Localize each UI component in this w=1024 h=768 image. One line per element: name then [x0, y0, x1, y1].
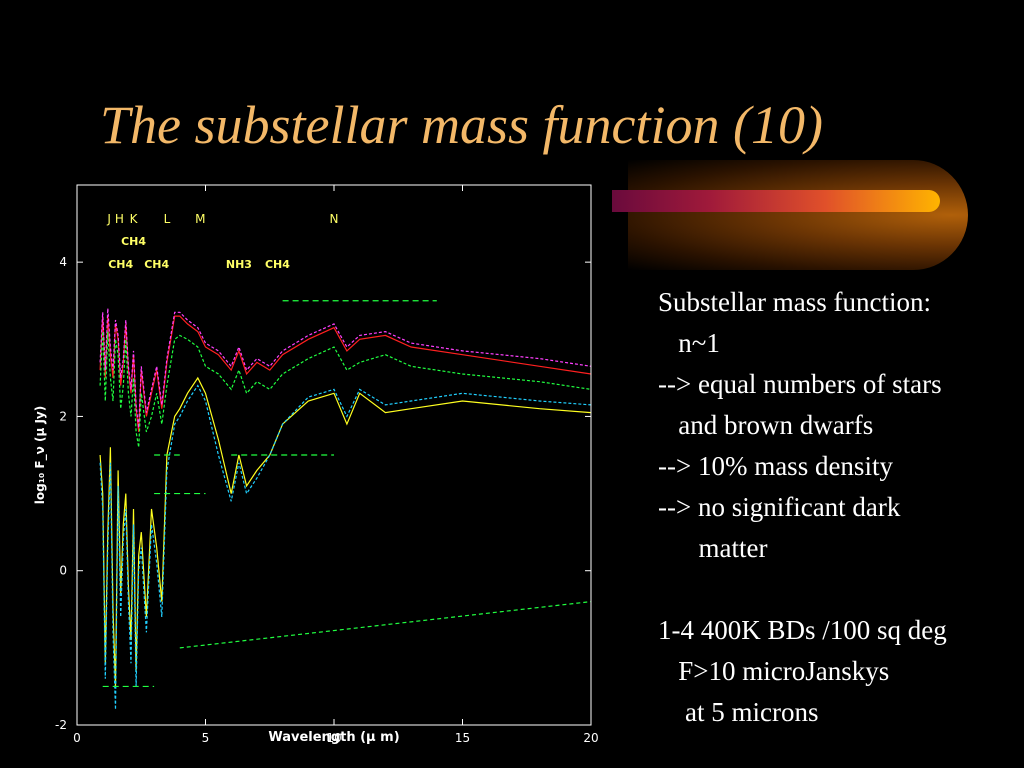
molecule-label: CH4 [121, 235, 146, 248]
bullet-line: Substellar mass function: [658, 287, 931, 317]
decorative-glow [628, 160, 968, 270]
band-label: M [195, 212, 205, 226]
band-label: H [115, 212, 124, 226]
bullet-line: n~1 [658, 328, 720, 358]
plot-frame [76, 184, 592, 726]
bullet-line: at 5 microns [658, 697, 819, 727]
y-tick-label: 2 [59, 409, 67, 423]
bullet-line: --> 10% mass density [658, 451, 893, 481]
x-tick-label: 0 [73, 731, 81, 745]
series-line-3 [99, 376, 592, 687]
y-tick-label: -2 [55, 718, 67, 732]
bullet-text: Substellar mass function: n~1 --> equal n… [658, 282, 947, 733]
y-tick-label: 0 [59, 564, 67, 578]
band-label: K [130, 212, 139, 226]
x-tick-label: 20 [583, 731, 598, 745]
series-line-1 [99, 308, 592, 429]
series-line-2 [99, 331, 592, 448]
y-tick-label: 4 [59, 255, 67, 269]
series-line-0 [99, 315, 592, 432]
band-label: N [330, 212, 339, 226]
bullet-line: 1-4 400K BDs /100 sq deg [658, 615, 947, 645]
decorative-gradient-bar [612, 190, 940, 212]
x-tick-label: 10 [326, 731, 341, 745]
bullet-line: and brown dwarfs [658, 410, 874, 440]
spectrum-chart: 0 5 10 15 20 -2 0 2 4 J H K L M N CH4 CH4 CH4 NH3 CH4 Wavel… [33, 184, 599, 745]
molecule-label: CH4 [144, 258, 169, 271]
molecule-label: CH4 [265, 258, 290, 271]
series-line-5 [179, 601, 592, 649]
molecule-label: CH4 [108, 258, 133, 271]
bullet-line [658, 569, 947, 610]
band-label: L [164, 212, 171, 226]
x-axis-label: Wavelength (μ m) [268, 730, 399, 745]
series-line-4 [99, 384, 592, 710]
bullet-line: F>10 microJanskys [658, 656, 890, 686]
slide-title: The substellar mass function (10) [100, 95, 823, 155]
x-tick-label: 5 [202, 731, 210, 745]
band-label: J [106, 212, 111, 226]
bullet-line: matter [658, 533, 768, 563]
molecule-label: NH3 [226, 258, 252, 271]
x-tick-label: 15 [455, 731, 470, 745]
y-axis-label: log₁₀ F_ν (μ Jy) [33, 406, 48, 504]
bullet-line: --> no significant dark [658, 492, 901, 522]
bullet-line: --> equal numbers of stars [658, 369, 942, 399]
